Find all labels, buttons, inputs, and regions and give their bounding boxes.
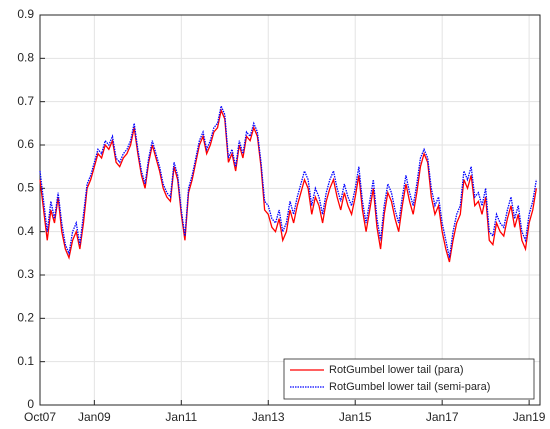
y-tick-label: 0.5 — [17, 181, 34, 195]
x-tick-label: Jan13 — [252, 410, 285, 424]
series-line — [39, 108, 538, 263]
y-tick-label: 0.3 — [17, 267, 34, 281]
x-tick-label: Jan19 — [513, 410, 546, 424]
y-tick-label: 0.9 — [17, 7, 34, 21]
x-tick-label: Jan17 — [426, 410, 459, 424]
y-tick-label: 0 — [27, 397, 34, 411]
y-tick-label: 0.6 — [17, 137, 34, 151]
legend-box — [283, 358, 535, 400]
series-line — [39, 103, 538, 258]
y-tick-label: 0.2 — [17, 311, 34, 325]
y-tick-label: 0.8 — [17, 51, 34, 65]
x-tick-label: Jan09 — [78, 410, 111, 424]
y-tick-label: 0.1 — [17, 354, 34, 368]
legend: RotGumbel lower tail (para) RotGumbel low… — [283, 358, 535, 400]
x-tick-label: Oct07 — [24, 410, 56, 424]
legend-label: RotGumbel lower tail (para) — [329, 364, 464, 376]
legend-label: RotGumbel lower tail (semi-para) — [329, 381, 490, 393]
x-tick-label: Jan15 — [339, 410, 372, 424]
y-tick-label: 0.4 — [17, 224, 34, 238]
x-tick-label: Jan11 — [165, 410, 197, 424]
plot-frame — [39, 14, 541, 406]
y-tick-label: 0.7 — [17, 94, 34, 108]
